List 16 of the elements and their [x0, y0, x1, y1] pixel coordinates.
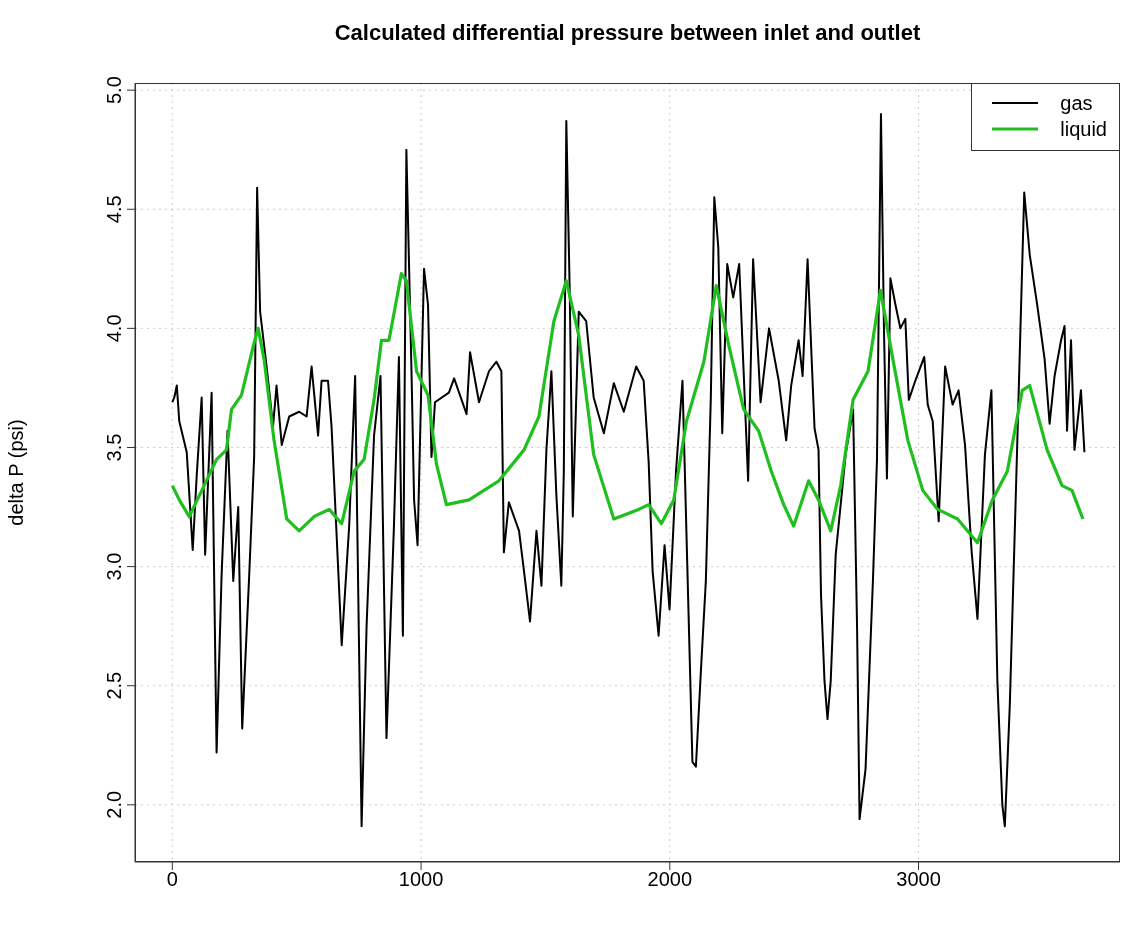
y-axis-title: delta P (psi) — [5, 419, 28, 526]
line-series — [170, 271, 1085, 545]
legend-label: liquid — [1060, 117, 1107, 142]
x-tick-label: 3000 — [896, 868, 941, 891]
y-tick-label: 3.5 — [103, 433, 125, 462]
chart-title: Calculated differential pressure between inlet and outlet — [333, 20, 922, 46]
x-tick-label: 0 — [166, 868, 178, 891]
y-tick-label: 4.5 — [103, 195, 125, 224]
y-tick-label: 4.0 — [103, 314, 125, 343]
y-tick-label: 2.5 — [103, 671, 125, 700]
x-tick-label: 1000 — [398, 868, 444, 891]
y-tick-label: 2.0 — [103, 790, 125, 819]
y-tick-label: 5.0 — [103, 76, 125, 105]
y-tick-label: 3.0 — [103, 552, 125, 581]
legend-label: gas — [1060, 91, 1093, 116]
x-tick-label: 2000 — [647, 868, 693, 891]
